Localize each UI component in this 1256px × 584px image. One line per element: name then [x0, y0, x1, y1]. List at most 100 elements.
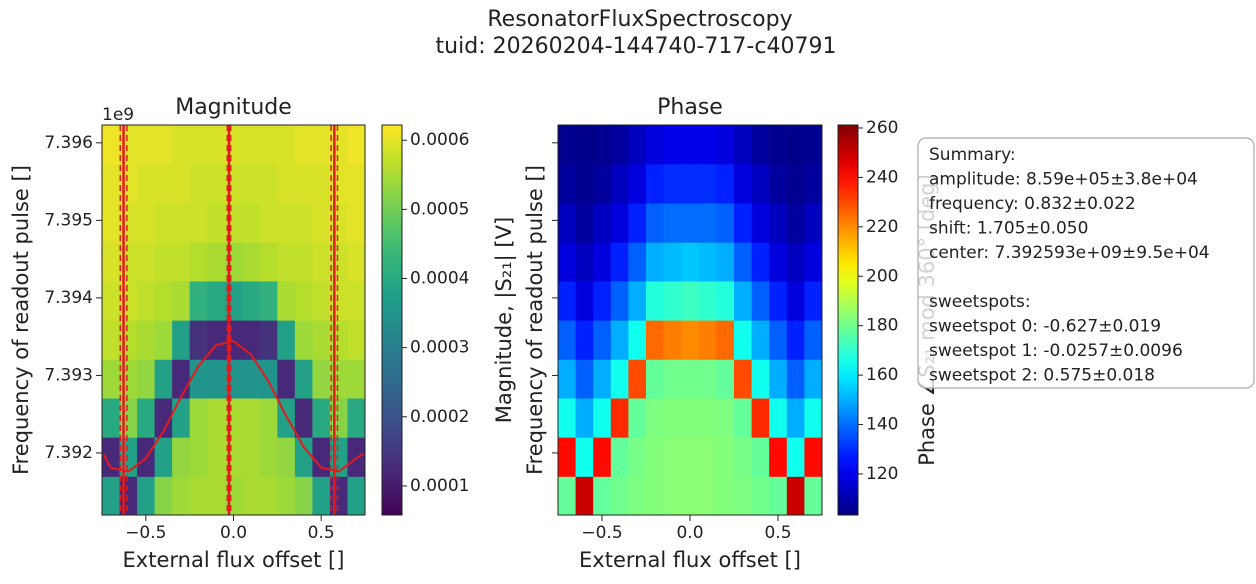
heatmap-cell [189, 437, 208, 477]
heatmap-cell [189, 320, 208, 360]
heatmap-cell [312, 163, 331, 204]
heatmap-cell [347, 280, 365, 321]
heatmap-cell [154, 125, 173, 165]
heatmap-cell [277, 476, 296, 515]
heatmap-cell [558, 320, 577, 360]
heatmap-cell [646, 280, 665, 321]
heatmap-cell [716, 320, 735, 360]
heatmap-cell [751, 397, 770, 438]
heatmap-cell [804, 397, 822, 438]
heatmap-cell [558, 280, 577, 321]
heatmap-cell [189, 359, 208, 399]
heatmap-cell [259, 163, 278, 204]
heatmap-cell [734, 163, 753, 204]
heatmap-cell [593, 202, 612, 243]
heatmap-cell [575, 163, 594, 204]
summary-line: amplitude: 8.59e+05±3.8e+04 [929, 170, 1198, 190]
colorbar-tick-label: 0.0003 [410, 338, 469, 358]
heatmap-cell [751, 476, 770, 515]
heatmap-cell [716, 437, 735, 477]
heatmap-cell [575, 280, 594, 321]
heatmap-cell [681, 163, 700, 204]
y-axis-label: Frequency of readout pulse [] [9, 165, 33, 475]
y-tick-label: 7.396 [44, 133, 93, 153]
colorbar-tick-label: 0.0006 [410, 130, 469, 150]
heatmap-cell [329, 280, 349, 321]
colorbar-tick-label: 0.0002 [410, 407, 469, 427]
colorbar-label: Magnitude, |S₂₁| [V] [492, 217, 517, 423]
heatmap-cell [207, 397, 226, 438]
heatmap-cell [119, 359, 138, 399]
heatmap-cell [804, 476, 822, 515]
heatmap-cell [558, 242, 577, 282]
heatmap-cell [734, 320, 753, 360]
heatmap-cell [312, 242, 331, 282]
heatmap-cell [119, 242, 138, 282]
heatmap-cell [716, 476, 735, 515]
heatmap-cell [189, 125, 208, 165]
heatmap-cell [137, 125, 156, 165]
x-tick-label: −0.5 [125, 523, 166, 543]
heatmap-cell [646, 163, 665, 204]
x-tick-label: 0.5 [764, 523, 791, 543]
heatmap-cell [575, 397, 594, 438]
y-axis-label: Frequency of readout pulse [] [523, 165, 547, 475]
heatmap-cell [137, 320, 156, 360]
heatmap-cell [610, 359, 629, 399]
heatmap-cell [154, 397, 173, 438]
plot-area [102, 125, 365, 515]
heatmap-cell [593, 242, 612, 282]
heatmap-cell [663, 125, 682, 165]
heatmap-cell [329, 242, 349, 282]
heatmap-cell [716, 163, 735, 204]
heatmap-cell [575, 320, 594, 360]
heatmap-cell [312, 359, 331, 399]
heatmap-cell [119, 202, 138, 243]
heatmap-cell [593, 476, 612, 515]
heatmap-cell [207, 437, 226, 477]
heatmap-cell [628, 242, 647, 282]
heatmap-cell [242, 242, 261, 282]
heatmap-cell [734, 476, 753, 515]
heatmap-cell [259, 125, 278, 165]
colorbar-tick-label: 200 [866, 266, 898, 286]
heatmap-cell [628, 476, 647, 515]
heatmap-cell [734, 437, 753, 477]
heatmap-cell [610, 397, 629, 438]
heatmap-cell [769, 202, 788, 243]
heatmap-cell [698, 476, 717, 515]
heatmap-cell [207, 476, 226, 515]
heatmap-cell [154, 476, 173, 515]
heatmap-cell [610, 280, 629, 321]
plot-area [558, 125, 822, 515]
heatmap-cell [663, 242, 682, 282]
heatmap-cell [102, 476, 121, 515]
heatmap-cell [558, 397, 577, 438]
heatmap-cell [804, 125, 822, 165]
colorbar-tick-label: 160 [866, 365, 898, 385]
heatmap-cell [769, 242, 788, 282]
heatmap-cell [119, 476, 138, 515]
heatmap-cell [575, 202, 594, 243]
heatmap-cell [663, 437, 682, 477]
heatmap-cell [207, 280, 226, 321]
heatmap-cell [751, 163, 770, 204]
heatmap-cell [593, 359, 612, 399]
heatmap-cell [207, 242, 226, 282]
heatmap-cell [698, 280, 717, 321]
heatmap-cell [172, 359, 191, 399]
heatmap-cell [681, 320, 700, 360]
heatmap-cell [137, 163, 156, 204]
heatmap-cell [294, 320, 313, 360]
heatmap-cell [242, 320, 261, 360]
heatmap-cell [681, 397, 700, 438]
heatmap-cell [716, 125, 735, 165]
heatmap-cell [628, 397, 647, 438]
heatmap-cell [751, 437, 770, 477]
y-tick-label: 7.393 [44, 365, 93, 385]
heatmap-cell [786, 242, 805, 282]
heatmap-cell [347, 359, 365, 399]
heatmap-cell [558, 202, 577, 243]
heatmap-cell [681, 476, 700, 515]
